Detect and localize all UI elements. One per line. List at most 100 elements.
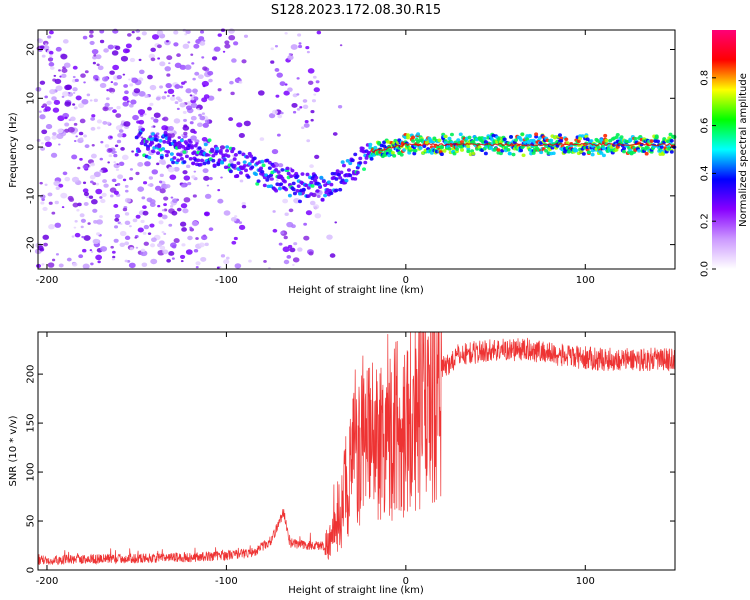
colorbar-tick-label: 0.8 <box>700 70 711 86</box>
spectral-ridge <box>172 139 177 144</box>
spectral-ridge <box>527 133 532 138</box>
spectral-speckle <box>41 129 48 135</box>
spectral-ridge <box>353 177 358 181</box>
spectral-speckle <box>84 144 90 149</box>
spectral-speckle <box>111 50 119 56</box>
spectral-ridge <box>416 132 421 136</box>
spectral-speckle <box>201 112 206 115</box>
spectral-ridge <box>198 162 203 167</box>
spectral-speckle <box>217 88 222 92</box>
spectral-speckle <box>42 103 48 108</box>
snr-ytick-label: 150 <box>26 414 37 433</box>
spectral-ridge <box>279 182 284 186</box>
spectral-speckle <box>72 75 76 79</box>
spectral-speckle <box>164 39 171 46</box>
spectral-speckle <box>99 29 105 34</box>
spectral-ridge <box>373 145 378 150</box>
spectral-speckle <box>135 246 139 249</box>
spectral-speckle <box>185 29 191 35</box>
spectral-speckle <box>309 200 316 206</box>
spectral-ridge <box>615 132 620 137</box>
spectral-speckle <box>47 262 55 268</box>
spectrogram-ytick-label: 0 <box>26 144 37 150</box>
spectral-speckle <box>173 42 179 47</box>
figure-title: S128.2023.172.08.30.R15 <box>271 3 441 18</box>
spectral-speckle <box>41 263 45 266</box>
spectral-speckle <box>74 78 79 83</box>
spectral-speckle <box>108 87 116 94</box>
spectral-speckle <box>179 85 184 89</box>
spectral-speckle <box>90 117 96 121</box>
spectral-ridge <box>358 156 363 161</box>
spectral-ridge <box>364 156 369 160</box>
spectral-ridge <box>314 175 319 180</box>
spectral-speckle <box>136 36 141 41</box>
spectral-speckle <box>39 248 45 252</box>
spectral-speckle <box>109 194 114 198</box>
spectral-speckle <box>297 247 303 252</box>
spectral-speckle <box>72 87 78 92</box>
spectral-speckle <box>143 181 148 185</box>
spectral-speckle <box>51 211 56 215</box>
spectral-speckle <box>63 62 71 68</box>
spectral-ridge <box>580 134 585 138</box>
spectral-speckle <box>35 263 42 268</box>
spectral-speckle <box>57 128 64 134</box>
spectral-speckle <box>83 191 90 197</box>
spectral-speckle <box>201 136 208 142</box>
spectrogram-x-ticks: -200 -100 0 100 <box>36 30 595 286</box>
spectral-speckle <box>116 74 122 80</box>
spectral-speckle <box>193 170 197 173</box>
spectral-ridge <box>177 140 182 145</box>
spectral-speckle <box>129 225 132 228</box>
spectrogram-xtick-label: -200 <box>36 275 59 286</box>
spectral-speckle <box>303 235 310 241</box>
spectral-speckle <box>238 80 243 84</box>
spectral-speckle <box>92 74 99 80</box>
spectral-speckle <box>329 253 336 258</box>
spectral-speckle <box>125 189 129 193</box>
spectral-ridge <box>399 152 404 157</box>
spectral-speckle <box>272 228 278 233</box>
spectral-speckle <box>163 196 169 201</box>
spectral-speckle <box>192 96 199 101</box>
spectral-speckle <box>112 64 120 71</box>
spectral-ridge <box>297 199 302 204</box>
spectral-speckle <box>161 125 169 131</box>
spectral-speckle <box>263 259 267 263</box>
spectral-speckle <box>80 73 86 78</box>
spectral-ridge <box>247 162 252 166</box>
spectral-speckle <box>169 205 174 208</box>
spectral-speckle <box>82 181 87 185</box>
spectral-speckle <box>79 213 85 218</box>
spectral-speckle <box>44 106 51 112</box>
spectral-speckle <box>115 125 123 131</box>
spectral-ridge <box>274 168 279 172</box>
spectral-speckle <box>46 100 52 106</box>
spectral-speckle <box>176 207 182 212</box>
spectral-speckle <box>190 53 194 56</box>
spectral-speckle <box>147 183 151 187</box>
spectral-speckle <box>119 230 127 237</box>
spectral-speckle <box>122 73 126 76</box>
spectral-speckle <box>91 114 96 118</box>
spectral-speckle <box>279 81 286 86</box>
spectral-speckle <box>129 83 134 87</box>
spectral-speckle <box>129 57 136 63</box>
spectral-speckle <box>183 197 191 203</box>
spectral-speckle <box>128 176 134 181</box>
spectral-ridge <box>188 140 193 144</box>
spectral-speckle <box>132 218 138 223</box>
spectral-speckle <box>115 168 120 172</box>
spectral-speckle <box>41 198 45 201</box>
spectral-speckle <box>308 251 314 256</box>
spectral-ridge <box>507 151 512 156</box>
spectral-ridge <box>169 152 174 156</box>
spectral-speckle <box>202 66 208 71</box>
spectral-speckle <box>142 210 149 216</box>
spectral-speckle <box>147 232 152 235</box>
spectral-speckle <box>119 242 126 248</box>
spectral-ridge <box>261 163 266 168</box>
spectral-speckle <box>124 220 131 226</box>
